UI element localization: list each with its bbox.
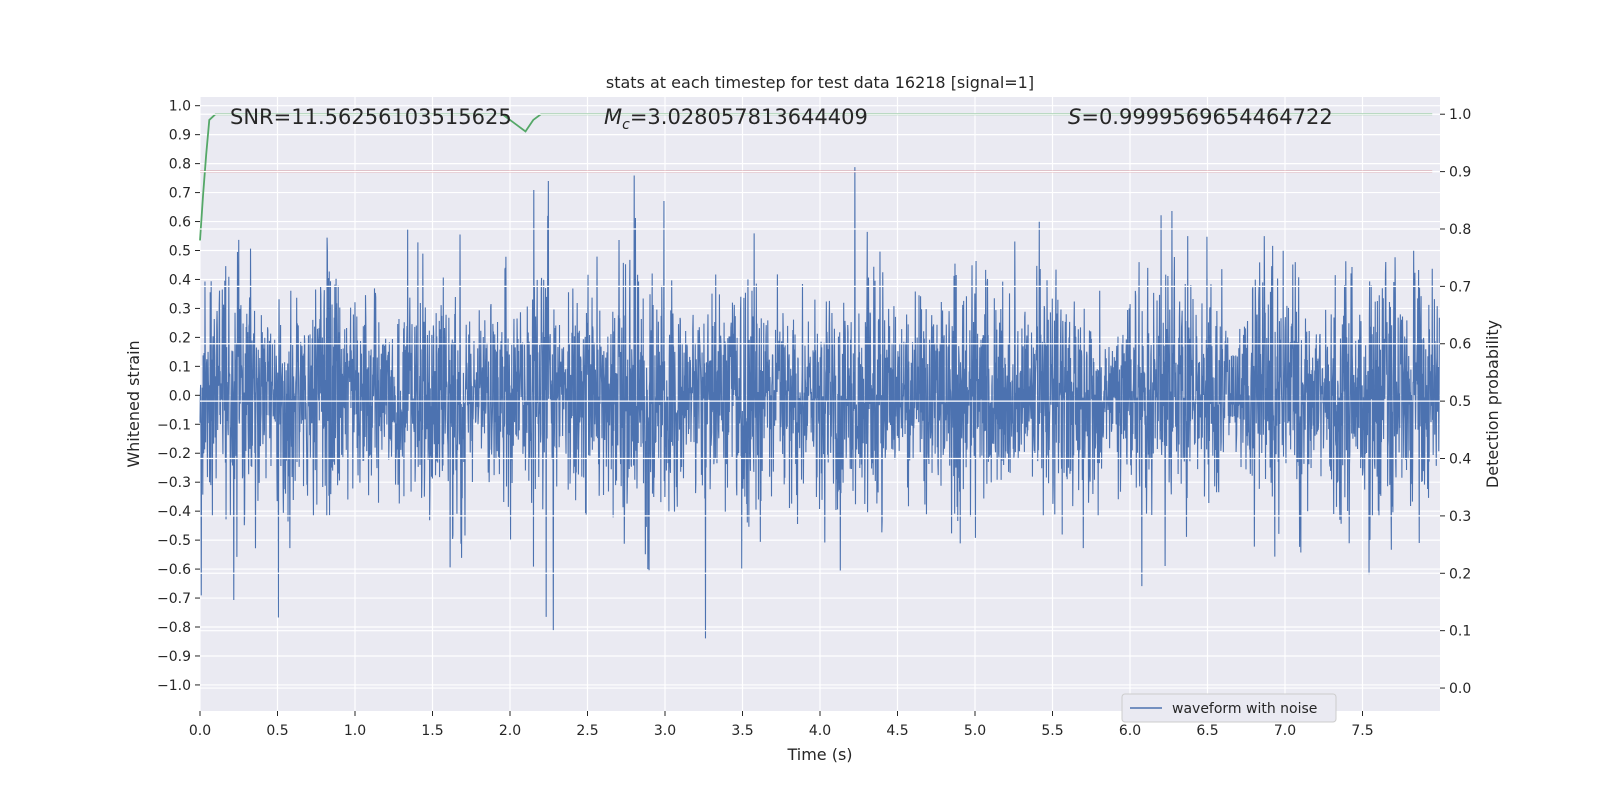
score-value: =0.9999569654464722 bbox=[1081, 105, 1332, 129]
y-right-tick-label: 0.2 bbox=[1449, 566, 1471, 582]
x-tick-label: 0.0 bbox=[189, 723, 211, 739]
snr-annotation: SNR=11.56256103515625 bbox=[230, 105, 512, 129]
y-left-tick-label: −0.1 bbox=[157, 417, 191, 433]
score-symbol: S bbox=[1068, 105, 1081, 129]
chirp-mass-annotation: Mc=3.028057813644409 bbox=[604, 105, 868, 133]
y-right-tick-label: 0.7 bbox=[1449, 279, 1471, 295]
y-left-tick-label: −0.6 bbox=[157, 562, 191, 578]
y-left-tick-label: 1.0 bbox=[169, 99, 191, 115]
y-left-tick-label: 0.6 bbox=[169, 215, 191, 231]
waveform-series bbox=[199, 167, 1440, 639]
y-left-tick-label: 0.5 bbox=[169, 244, 191, 260]
x-tick-label: 2.5 bbox=[576, 723, 598, 739]
y-right-tick-label: 0.9 bbox=[1449, 165, 1471, 181]
x-tick-label: 0.5 bbox=[266, 723, 288, 739]
x-tick-label: 6.5 bbox=[1196, 723, 1218, 739]
x-tick-label: 7.0 bbox=[1274, 723, 1296, 739]
x-tick-label: 2.0 bbox=[499, 723, 521, 739]
x-tick-label: 1.0 bbox=[344, 723, 366, 739]
legend: waveform with noise bbox=[1121, 693, 1337, 723]
chirp-mass-symbol: M bbox=[604, 105, 622, 129]
x-tick-label: 3.0 bbox=[654, 723, 676, 739]
chirp-mass-value: =3.028057813644409 bbox=[630, 105, 868, 129]
chirp-mass-subscript: c bbox=[622, 117, 630, 133]
y-right-tick-label: 0.4 bbox=[1449, 452, 1471, 468]
y-right-tick-label: 0.0 bbox=[1449, 681, 1471, 697]
y-axis-left-label: Whitened strain bbox=[124, 340, 143, 467]
y-right-tick-label: 0.6 bbox=[1449, 337, 1471, 353]
y-right-tick-label: 0.3 bbox=[1449, 509, 1471, 525]
x-tick-label: 5.0 bbox=[964, 723, 986, 739]
x-tick-label: 5.5 bbox=[1041, 723, 1063, 739]
y-left-tick-label: −0.8 bbox=[157, 620, 191, 636]
y-left-tick-label: 0.1 bbox=[169, 359, 191, 375]
x-tick-label: 6.0 bbox=[1119, 723, 1141, 739]
y-left-tick-label: −0.3 bbox=[157, 475, 191, 491]
legend-box bbox=[1121, 693, 1337, 723]
y-right-tick-label: 1.0 bbox=[1449, 107, 1471, 123]
y-left-tick-label: −0.9 bbox=[157, 649, 191, 665]
x-axis-label: Time (s) bbox=[786, 745, 852, 764]
y-left-tick-label: 0.2 bbox=[169, 330, 191, 346]
x-tick-label: 1.5 bbox=[421, 723, 443, 739]
probability-lines bbox=[199, 113, 1440, 689]
y-left-tick-label: −1.0 bbox=[157, 678, 191, 694]
y-left-tick-label: −0.5 bbox=[157, 533, 191, 549]
x-tick-label: 3.5 bbox=[731, 723, 753, 739]
y-left-tick-label: −0.2 bbox=[157, 446, 191, 462]
chart-title: stats at each timestep for test data 162… bbox=[606, 73, 1034, 92]
x-tick-label: 4.0 bbox=[809, 723, 831, 739]
x-tick-label: 4.5 bbox=[886, 723, 908, 739]
axes: 0.0 0.5 1.0 1.5 2.0 2.5 3.0 3.5 4.0 4.5 5.0 5.5 6.0 6… bbox=[157, 99, 1471, 739]
y-left-tick-label: 0.9 bbox=[169, 128, 191, 144]
y-left-tick-label: 0.7 bbox=[169, 186, 191, 202]
y-left-tick-label: −0.4 bbox=[157, 504, 191, 520]
y-left-tick-label: 0.3 bbox=[169, 301, 191, 317]
y-right-tick-label: 0.5 bbox=[1449, 394, 1471, 410]
x-tick-label: 7.5 bbox=[1351, 723, 1373, 739]
legend-waveform-label: waveform with noise bbox=[1172, 701, 1317, 717]
y-axis-right-label: Detection probability bbox=[1483, 320, 1502, 488]
y-right-tick-label: 0.1 bbox=[1449, 624, 1471, 640]
y-left-tick-label: −0.7 bbox=[157, 591, 191, 607]
y-left-tick-label: 0.8 bbox=[169, 157, 191, 173]
waveform-line bbox=[199, 167, 1440, 639]
y-left-tick-label: 0.4 bbox=[169, 272, 191, 288]
y-left-tick-label: 0.0 bbox=[169, 388, 191, 404]
y-right-tick-label: 0.8 bbox=[1449, 222, 1471, 238]
score-annotation: S=0.9999569654464722 bbox=[1068, 105, 1333, 129]
